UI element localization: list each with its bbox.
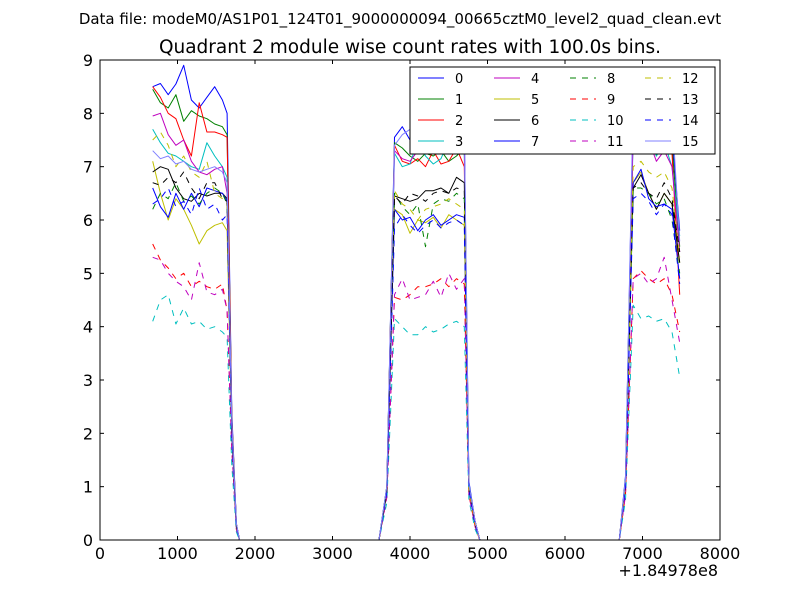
legend-label-15: 15 [682, 135, 699, 150]
y-tick-label: 4 [83, 318, 93, 337]
legend-label-3: 3 [455, 135, 463, 150]
figure-suptitle: Data file: modeM0/AS1P01_124T01_90000000… [79, 10, 721, 29]
ticks-layer: 0 1000 2000 3000 4000 5000 6000 7000 80000123456… [83, 51, 741, 563]
legend-label-11: 11 [607, 135, 624, 150]
x-tick-label: 5000 [467, 544, 508, 563]
y-tick-label: 8 [83, 104, 93, 123]
chart-title: Quadrant 2 module wise count rates with … [159, 37, 661, 58]
y-tick-label: 5 [83, 264, 93, 283]
legend-label-10: 10 [607, 114, 624, 129]
y-tick-label: 6 [83, 211, 93, 230]
x-tick-label: 8000 [700, 544, 741, 563]
legend-label-14: 14 [682, 114, 699, 129]
y-tick-label: 1 [83, 478, 93, 497]
y-tick-label: 2 [83, 424, 93, 443]
y-tick-label: 9 [83, 51, 93, 70]
x-tick-label: 6000 [545, 544, 586, 563]
x-tick-label: 1000 [157, 544, 198, 563]
legend-label-13: 13 [682, 93, 699, 108]
legend-label-4: 4 [531, 72, 539, 87]
y-tick-label: 0 [83, 531, 93, 550]
legend-label-2: 2 [455, 114, 463, 129]
x-tick-label: 7000 [622, 544, 663, 563]
legend-label-12: 12 [682, 72, 699, 87]
x-tick-label: 0 [95, 544, 105, 563]
legend-label-8: 8 [607, 72, 615, 87]
legend-label-1: 1 [455, 93, 463, 108]
x-tick-label: 3000 [312, 544, 353, 563]
series-line-10 [152, 294, 681, 541]
x-axis-offset-label: +1.84978e8 [618, 561, 718, 580]
legend-label-0: 0 [455, 72, 463, 87]
series-line-14 [152, 187, 681, 541]
legend-label-9: 9 [607, 93, 615, 108]
series-line-8 [152, 182, 681, 541]
y-tick-label: 7 [83, 158, 93, 177]
legend-label-5: 5 [531, 93, 539, 108]
x-tick-label: 2000 [235, 544, 276, 563]
legend-box [409, 66, 716, 155]
legend-label-7: 7 [531, 135, 539, 150]
y-tick-label: 3 [83, 371, 93, 390]
x-tick-label: 4000 [390, 544, 431, 563]
legend-label-6: 6 [531, 114, 539, 129]
